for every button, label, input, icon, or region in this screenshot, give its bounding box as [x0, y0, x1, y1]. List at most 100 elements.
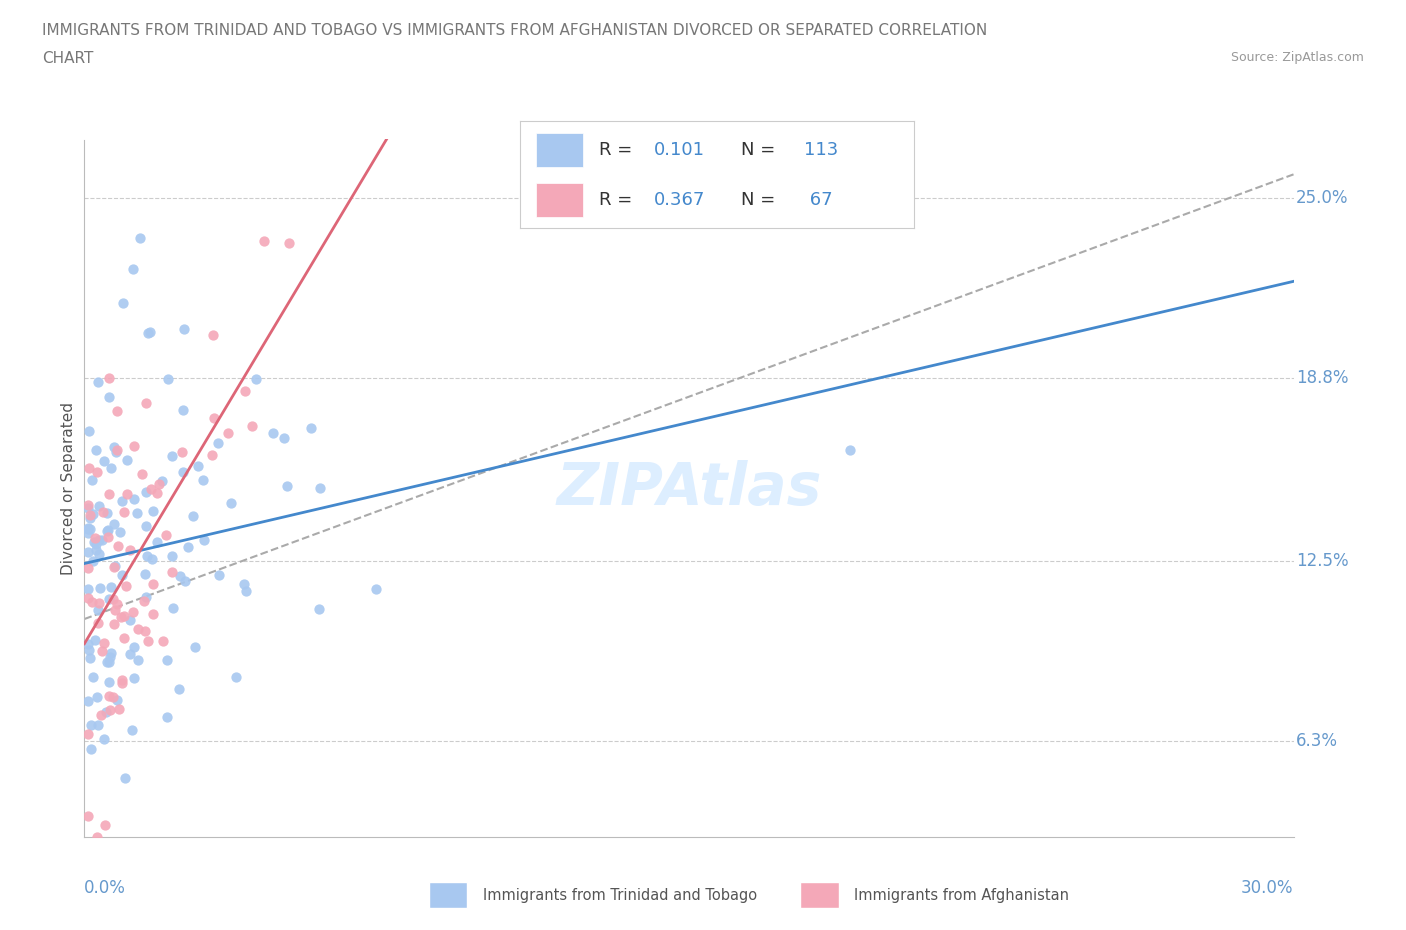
Point — [77, 809, 100, 824]
Text: IMMIGRANTS FROM TRINIDAD AND TOBAGO VS IMMIGRANTS FROM AFGHANISTAN DIVORCED OR S: IMMIGRANTS FROM TRINIDAD AND TOBAGO VS I… — [42, 23, 987, 38]
Point — [77, 643, 100, 658]
Point — [225, 670, 247, 684]
Point — [98, 649, 121, 664]
Point — [103, 560, 125, 575]
Point — [77, 694, 100, 709]
Point — [93, 817, 115, 832]
Point — [245, 372, 267, 387]
Point — [114, 770, 136, 785]
Text: 0.0%: 0.0% — [84, 879, 127, 897]
Point — [77, 637, 100, 652]
Text: 113: 113 — [804, 140, 838, 159]
Point — [104, 559, 127, 574]
Point — [112, 504, 135, 519]
Point — [77, 560, 100, 575]
Point — [240, 418, 263, 433]
Point — [96, 523, 118, 538]
Point — [273, 431, 295, 445]
Point — [135, 518, 157, 533]
Point — [235, 384, 257, 399]
Point — [83, 633, 105, 648]
Point — [131, 467, 153, 482]
Point — [169, 568, 191, 583]
Point — [115, 487, 138, 502]
Point — [278, 235, 301, 250]
Point — [82, 507, 104, 522]
Point — [201, 448, 224, 463]
Point — [146, 534, 169, 549]
Point — [127, 652, 149, 667]
Point — [839, 443, 862, 458]
Point — [208, 568, 231, 583]
Point — [117, 452, 139, 467]
Text: Immigrants from Trinidad and Tobago: Immigrants from Trinidad and Tobago — [484, 887, 756, 903]
Point — [262, 425, 284, 440]
Point — [108, 701, 131, 716]
Point — [156, 710, 179, 724]
Point — [121, 723, 143, 737]
Point — [111, 672, 134, 687]
Point — [80, 595, 103, 610]
Point — [91, 504, 114, 519]
Point — [77, 544, 100, 559]
Point — [77, 501, 100, 516]
Point — [160, 448, 183, 463]
Point — [77, 522, 100, 537]
Point — [156, 653, 179, 668]
Point — [110, 675, 132, 690]
Point — [121, 604, 143, 619]
Point — [202, 327, 225, 342]
Point — [111, 567, 134, 582]
Point — [101, 591, 124, 606]
Point — [136, 326, 159, 340]
Point — [79, 522, 101, 537]
Point — [77, 460, 100, 475]
Text: 67: 67 — [804, 191, 832, 209]
Point — [141, 504, 163, 519]
Point — [83, 534, 105, 549]
Point — [124, 640, 146, 655]
Point — [135, 395, 157, 410]
Point — [162, 601, 184, 616]
Bar — [800, 883, 838, 908]
Point — [173, 321, 195, 336]
Point — [89, 498, 111, 513]
Point — [77, 581, 100, 596]
Point — [89, 580, 111, 595]
Point — [120, 646, 142, 661]
Bar — [429, 883, 467, 908]
Point — [94, 705, 117, 720]
Point — [96, 505, 118, 520]
Text: 18.8%: 18.8% — [1296, 369, 1348, 387]
Point — [125, 506, 148, 521]
Point — [233, 577, 256, 591]
Point — [134, 623, 156, 638]
Point — [118, 543, 141, 558]
Point — [219, 496, 242, 511]
Point — [112, 609, 135, 624]
Point — [202, 410, 225, 425]
Point — [107, 538, 129, 553]
Point — [86, 464, 108, 479]
Point — [101, 689, 124, 704]
Text: CHART: CHART — [42, 51, 94, 66]
Text: 6.3%: 6.3% — [1296, 732, 1339, 751]
Point — [172, 403, 194, 418]
Text: 12.5%: 12.5% — [1296, 551, 1348, 570]
Point — [207, 435, 229, 450]
Point — [98, 689, 121, 704]
Point — [155, 527, 177, 542]
Point — [141, 551, 163, 566]
Point — [127, 621, 149, 636]
Point — [112, 296, 135, 311]
Text: ZIPAtlas: ZIPAtlas — [557, 459, 821, 517]
Point — [308, 601, 330, 616]
Point — [135, 590, 157, 604]
Point — [121, 262, 143, 277]
Point — [97, 390, 120, 405]
Point — [100, 460, 122, 475]
Point — [217, 425, 239, 440]
Point — [160, 548, 183, 563]
Text: 30.0%: 30.0% — [1241, 879, 1294, 897]
Point — [191, 472, 214, 487]
